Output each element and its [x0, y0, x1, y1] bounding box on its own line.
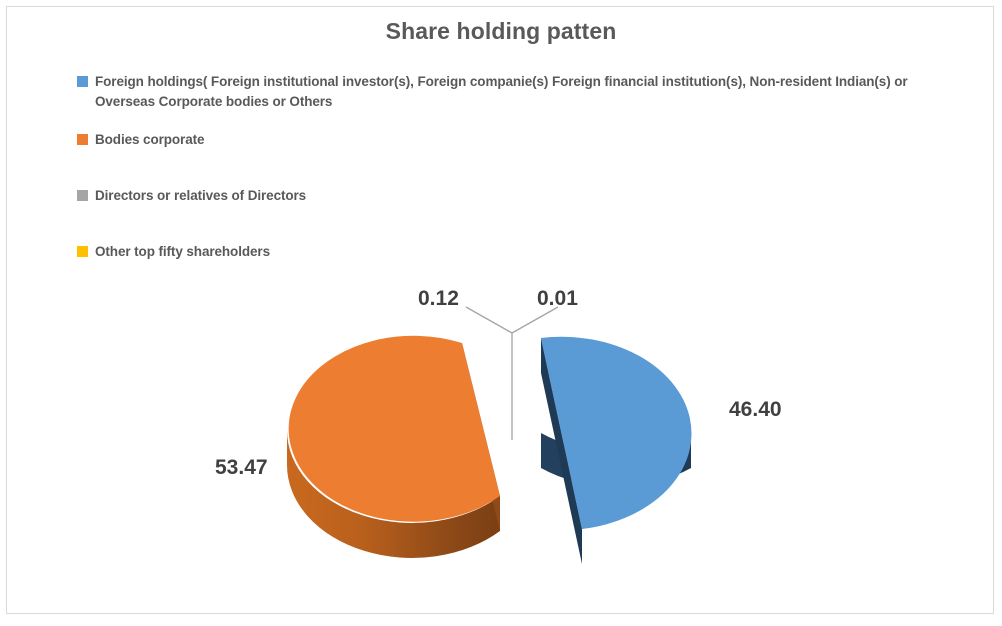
legend-label-directors: Directors or relatives of Directors: [95, 188, 307, 203]
legend-item-foreign-holdings[interactable]: Foreign holdings( Foreign institutional …: [77, 72, 937, 130]
legend-label-other-top-fifty: Other top fifty shareholders: [95, 244, 270, 259]
legend-label-bodies-corporate: Bodies corporate: [95, 132, 205, 147]
data-label-other-top-fifty: 0.01: [537, 287, 578, 310]
pie-slice-bodies-corporate[interactable]: [287, 335, 500, 558]
legend-item-bodies-corporate[interactable]: Bodies corporate: [77, 130, 937, 186]
legend-swatch-yellow: [77, 246, 88, 257]
legend-swatch-gray: [77, 190, 88, 201]
chart-legend: Foreign holdings( Foreign institutional …: [77, 72, 937, 272]
legend-label-foreign-holdings: Foreign holdings( Foreign institutional …: [95, 74, 908, 109]
pie-slice-foreign-holdings[interactable]: [541, 336, 692, 564]
legend-item-other-top-fifty[interactable]: Other top fifty shareholders: [77, 242, 937, 272]
legend-item-directors[interactable]: Directors or relatives of Directors: [77, 186, 937, 242]
data-label-leader-lines: [465, 306, 559, 440]
legend-swatch-blue: [77, 76, 88, 87]
data-label-foreign-holdings: 46.40: [729, 398, 782, 421]
data-label-bodies-corporate: 53.47: [215, 456, 268, 479]
chart-title: Share holding patten: [385, 18, 617, 44]
data-label-directors: 0.12: [418, 287, 459, 310]
legend-swatch-orange: [77, 134, 88, 145]
